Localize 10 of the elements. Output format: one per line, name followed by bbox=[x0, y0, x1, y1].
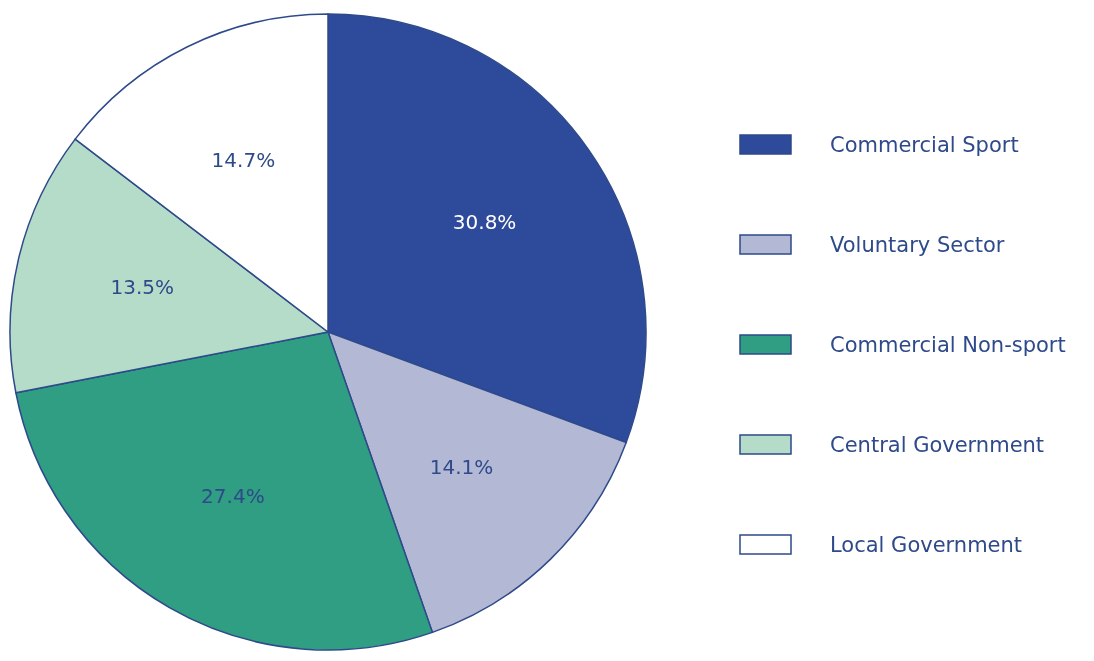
legend-label: Voluntary Sector bbox=[830, 233, 1005, 257]
data-label: 27.4% bbox=[201, 483, 265, 508]
data-label: 14.1% bbox=[429, 454, 494, 479]
data-label: 14.7% bbox=[211, 147, 276, 172]
legend-label: Commercial Sport bbox=[830, 133, 1019, 157]
data-label: 30.8% bbox=[452, 209, 517, 234]
data-label: 13.5% bbox=[110, 275, 174, 300]
legend-label: Local Government bbox=[830, 533, 1023, 557]
legend-label: Commercial Non-sport bbox=[830, 333, 1066, 357]
legend-label: Central Government bbox=[830, 433, 1045, 457]
